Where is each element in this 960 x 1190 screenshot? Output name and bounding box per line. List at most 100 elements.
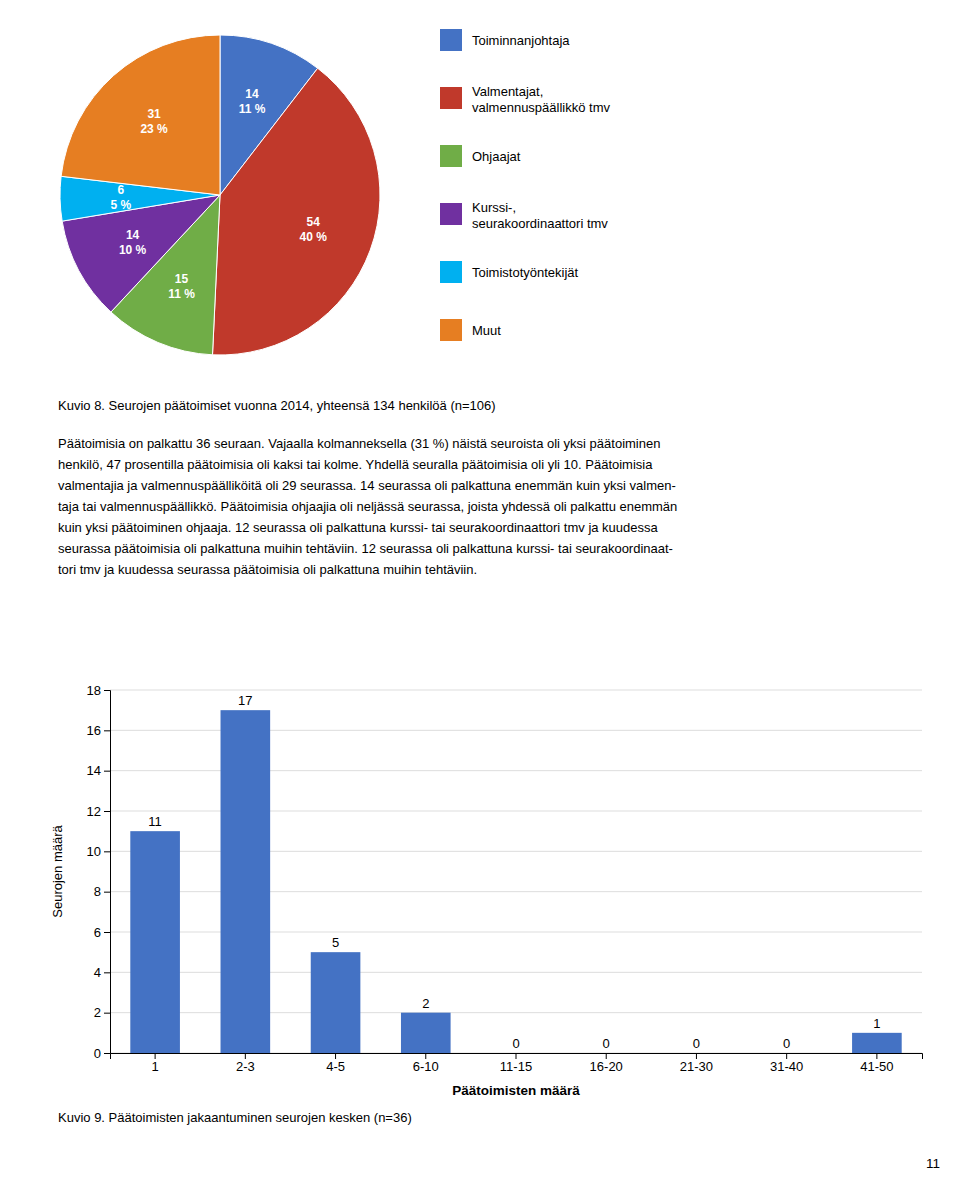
pie-slice: [213, 68, 381, 355]
legend-label: Toimistotyöntekijät: [472, 265, 579, 280]
y-tick: 10: [87, 844, 110, 859]
paragraph: Päätoimisia on palkattu 36 seuraan. Vaja…: [58, 436, 677, 577]
legend-swatch: [440, 29, 462, 51]
text-line: Muut: [472, 323, 501, 338]
y-tick: 0: [94, 1046, 110, 1061]
tick-label: 41-50: [860, 1059, 893, 1074]
tick-mark: [104, 730, 110, 731]
text-line: Ohjaajat: [472, 149, 521, 164]
text-line: 14: [245, 87, 259, 101]
text-line: 40 %: [299, 230, 327, 244]
paragraph-line: taja tai valmennuspäällikkö. Päätoimisia…: [58, 499, 677, 514]
pie-labels: 1411 %5440 %1511 %1410 %65 %3123 %: [110, 87, 327, 301]
legend-label: Toiminnanjohtaja: [472, 33, 570, 48]
page-number: 11: [926, 1156, 940, 1171]
tick-label: 8: [94, 884, 101, 899]
tick-mark: [104, 851, 110, 852]
bar: [401, 1013, 451, 1053]
bar: [672, 1053, 722, 1054]
data-label: 17: [238, 693, 252, 708]
text-line: 14: [126, 228, 140, 242]
bar: [581, 1053, 631, 1054]
bar: [311, 952, 361, 1053]
x-tick: 31-40: [770, 1053, 803, 1074]
y-axis-title: Seurojen määrä: [50, 824, 65, 917]
x-tick: 41-50: [860, 1053, 893, 1074]
paragraph-line: kuin yksi päätoiminen ohjaaja. 12 seuras…: [58, 520, 659, 535]
y-tick: 18: [87, 683, 110, 698]
tick-mark: [104, 1053, 110, 1054]
data-label: 2: [422, 996, 429, 1011]
tick-label: 16-20: [590, 1059, 623, 1074]
y-axis-line: [104, 691, 111, 1054]
tick-label: 4-5: [326, 1059, 345, 1074]
tick-label: 31-40: [770, 1059, 803, 1074]
legend-swatch: [440, 145, 462, 167]
pie-slice: [61, 35, 220, 195]
tick-label: 18: [87, 683, 101, 698]
legend-label: Ohjaajat: [472, 149, 521, 164]
paragraph-line: tori tmv ja kuudessa seurassa päätoimisi…: [58, 562, 477, 577]
legend: Toiminnanjohtaja Valmentajat,valmennuspää…: [440, 29, 611, 341]
y-axis: 0 2 4 6 8 10 12 14 16 18: [87, 683, 111, 1061]
tick-mark: [104, 972, 110, 973]
legend-item: Toiminnanjohtaja: [440, 29, 570, 51]
legend-swatch: [440, 87, 462, 109]
tick-label: 12: [87, 804, 101, 819]
tick-label: 1: [151, 1059, 158, 1074]
chart-title: Kuvio 8. Seurojen päätoimiset vuonna 201…: [58, 398, 496, 413]
text-line: Toiminnanjohtaja: [472, 33, 570, 48]
tick-mark: [696, 1053, 697, 1059]
x-axis-title: Päätoimisten määrä: [452, 1083, 580, 1098]
y-tick: 2: [94, 1005, 110, 1020]
data-label: 1411 %: [239, 87, 266, 116]
tick-mark: [155, 1053, 156, 1059]
x-axis-line: [111, 1054, 923, 1060]
text-line: 6: [117, 183, 124, 197]
x-tick: 11-15: [500, 1053, 532, 1074]
legend-swatch: [440, 319, 462, 341]
legend-swatch: [440, 261, 462, 283]
legend-item: Muut: [440, 319, 501, 341]
bar: [762, 1053, 812, 1054]
text-line: 31: [147, 107, 161, 121]
bar: [852, 1033, 902, 1053]
paragraph-line: henkilö, 47 prosentilla päätoimisia oli …: [58, 457, 653, 472]
tick-label: 2: [94, 1005, 101, 1020]
tick-label: 4: [94, 965, 101, 980]
text-line: 10 %: [119, 243, 147, 257]
tick-label: 11-15: [500, 1059, 532, 1074]
data-label: 0: [693, 1036, 700, 1051]
text-line: valmennuspäällikkö tmv: [472, 100, 611, 115]
text-line: 54: [306, 215, 320, 229]
tick-label: 10: [87, 844, 101, 859]
legend-label: Valmentajat,valmennuspäällikkö tmv: [472, 84, 611, 115]
tick-mark: [104, 811, 110, 812]
data-label: 11: [148, 814, 162, 829]
x-tick: 6-10: [413, 1053, 439, 1074]
page: 1411 %5440 %1511 %1410 %65 %3123 %Toimin…: [0, 0, 960, 1190]
tick-mark: [786, 1053, 787, 1059]
text-line: seurakoordinaattori tmv: [472, 216, 608, 231]
bar: [221, 710, 271, 1053]
y-tick: 14: [87, 763, 110, 778]
tick-mark: [104, 892, 110, 893]
data-labels: 11175200001: [148, 693, 880, 1051]
data-label: 5440 %: [299, 215, 327, 244]
data-label: 3123 %: [140, 107, 168, 136]
text-line: 5 %: [110, 198, 131, 212]
x-tick: 4-5: [326, 1053, 345, 1074]
paragraph-line: Päätoimisia on palkattu 36 seuraan. Vaja…: [58, 436, 660, 451]
x-tick: 1: [151, 1053, 158, 1074]
pie-chart: 1411 %5440 %1511 %1410 %65 %3123 %: [60, 35, 380, 355]
bar: [491, 1053, 541, 1054]
tick-mark: [104, 771, 110, 772]
tick-label: 6: [94, 925, 101, 940]
tick-label: 16: [87, 723, 101, 738]
tick-mark: [876, 1053, 877, 1059]
paragraph-line: seurassa päätoimisia oli palkattuna muih…: [58, 541, 673, 556]
legend-label: Muut: [472, 323, 501, 338]
data-label: 1: [873, 1016, 880, 1031]
bars: [130, 710, 901, 1053]
tick-mark: [104, 932, 110, 933]
